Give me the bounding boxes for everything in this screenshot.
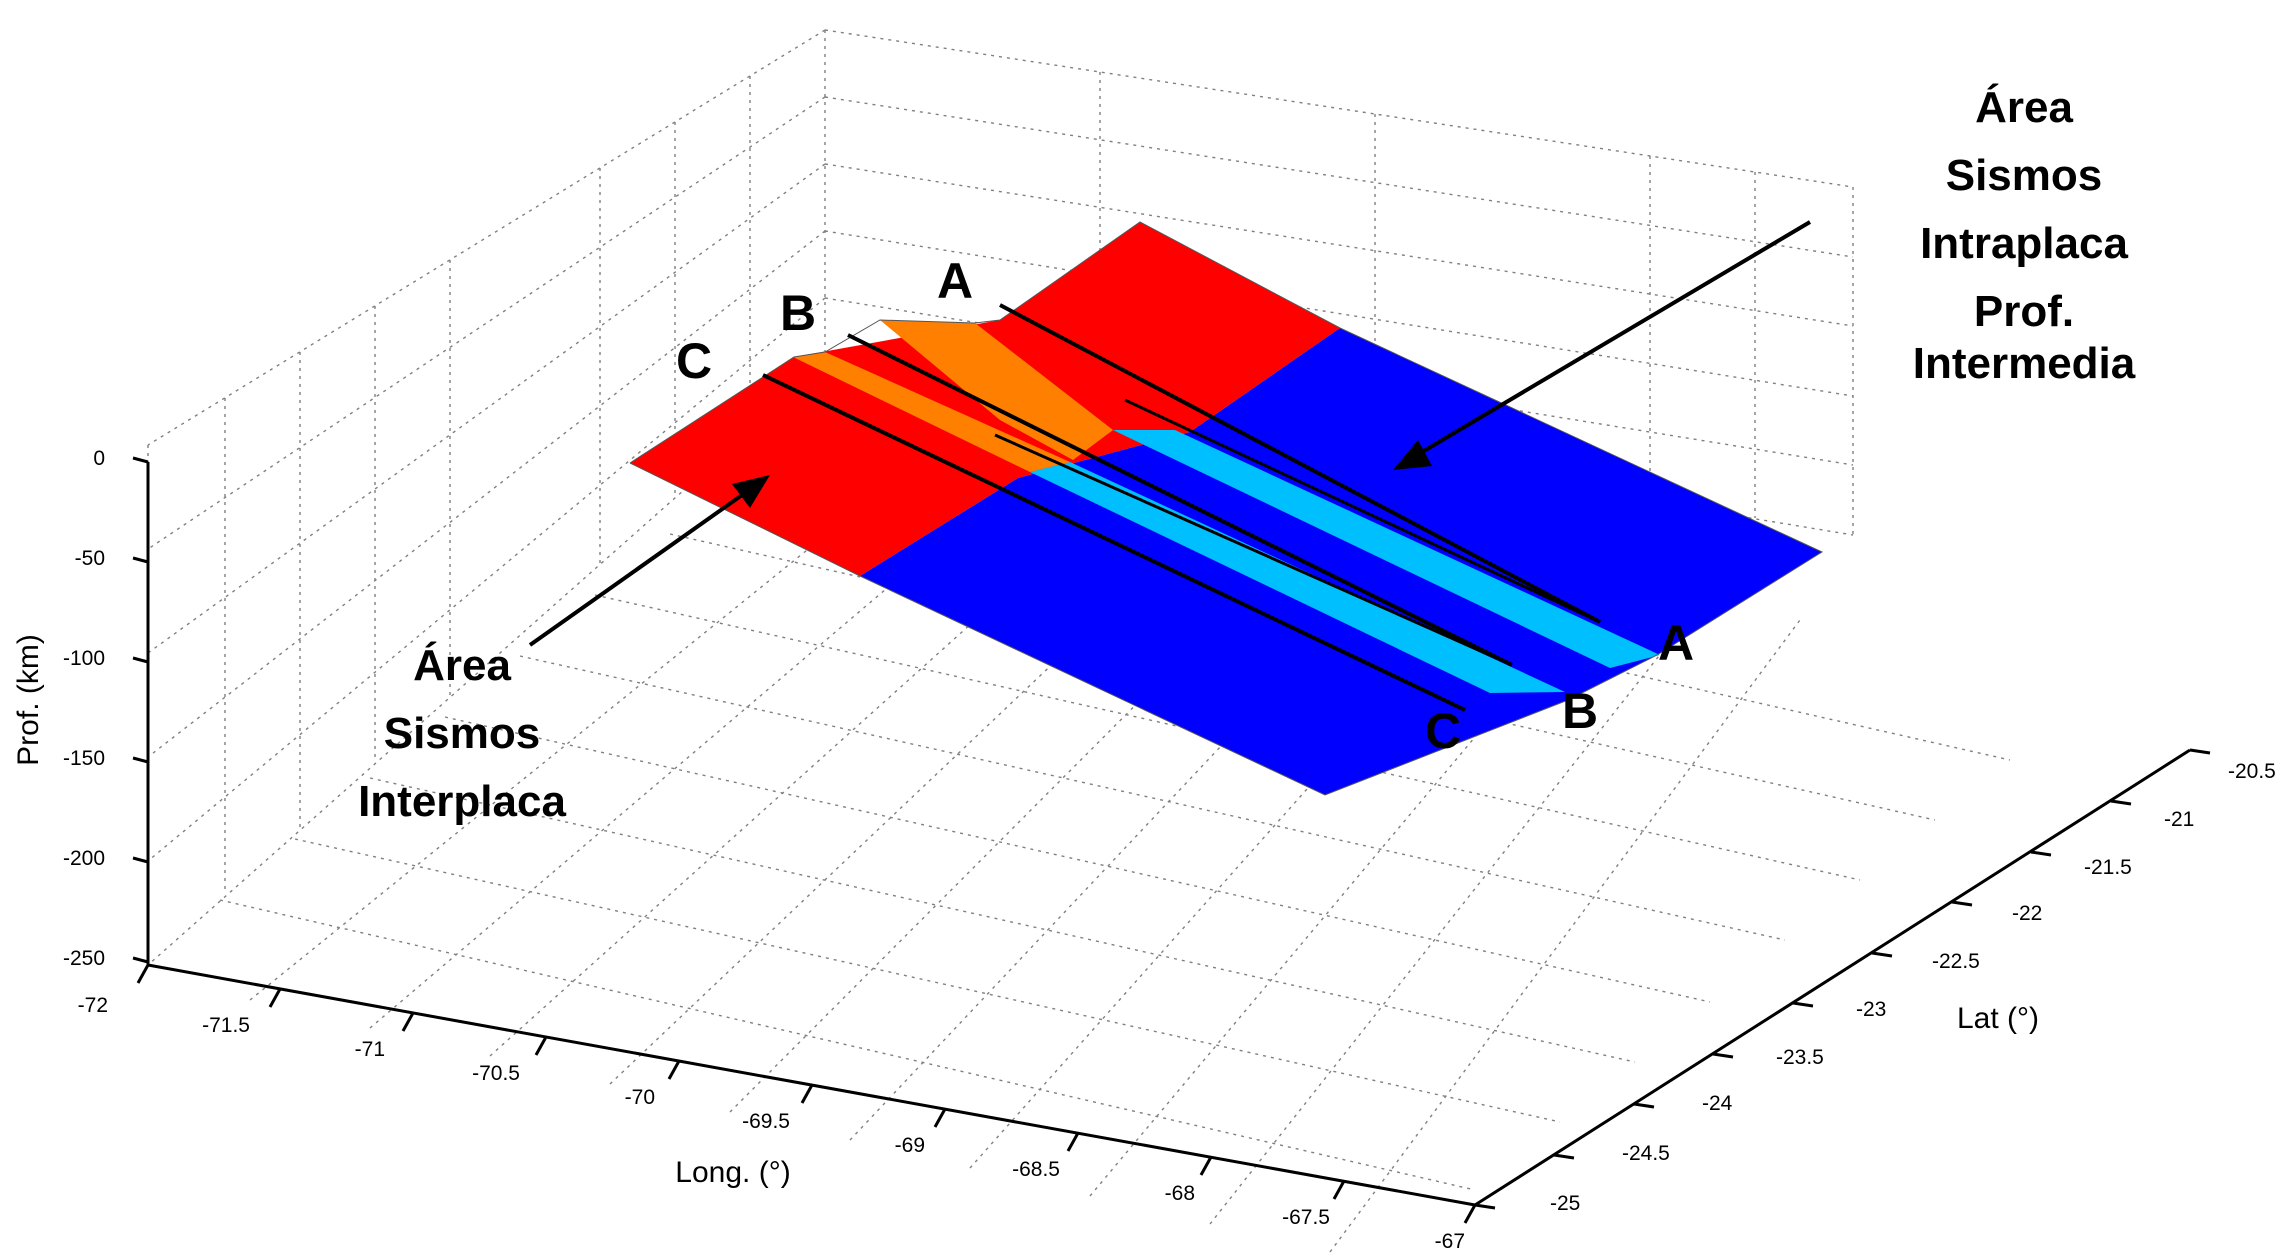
annotation-line: Sismos [384,709,541,758]
intraplaca-arrow-head [1393,440,1432,470]
z-tick-label: -200 [63,847,105,870]
grid [147,29,2011,1253]
annotation-line: Área [1975,82,2073,132]
y-tick-label: -22.5 [1932,950,1980,973]
x-tick-label: -71.5 [202,1014,250,1037]
y-tick-label: -21.5 [2084,856,2132,879]
annotation-line: Sismos [1946,151,2103,200]
section-label-b-end: B [1562,683,1598,739]
y-axis-label: Lat (°) [1957,1002,2039,1035]
transition-intraplaca-band [1030,462,1565,693]
section-labels: A B C A B C [676,253,1694,759]
x-tick-label: -67 [1435,1230,1465,1253]
x-tick-label: -69.5 [742,1110,790,1133]
section-line-inner [1124,398,1601,624]
x-tick-label: -70.5 [472,1062,520,1085]
x-axis-label: Long. (°) [675,1156,790,1189]
transition-interplaca-band [880,320,1113,460]
interplaca-arrow-head [732,475,770,508]
y-tick-label: -20.5 [2228,760,2276,783]
x-tick-label: -72 [78,994,108,1017]
x-tick-label: -69 [895,1134,925,1157]
section-line-inner [994,433,1513,667]
y-tick-label: -23 [1856,998,1886,1021]
z-tick-label: -250 [63,947,105,970]
intraplaca-arrow [1410,220,1812,460]
y-tick-label: -24 [1702,1092,1733,1115]
annotation-interplaca: Área Sismos Interplaca [358,640,566,826]
annotation-line: Intraplaca [1920,219,2128,268]
y-tick-label: -21 [2164,808,2194,831]
x-tick-label: -67.5 [1282,1206,1330,1229]
z-tick-label: 0 [93,447,105,470]
section-line-c [762,373,1466,712]
x-axis: -72 -71.5 -71 -70.5 -70 -69.5 -69 -68.5 … [78,963,1477,1253]
x-tick-label: -68.5 [1012,1158,1060,1181]
transition-intraplaca-band [1113,430,1660,668]
z-tick-label: -100 [63,647,105,670]
y-tick-label: -25 [1550,1192,1580,1215]
annotation-line: Prof. [1974,287,2074,336]
y-tick-label: -22 [2012,902,2042,925]
annotation-line: Interplaca [358,777,566,826]
x-tick-label: -68 [1165,1182,1195,1205]
z-axis: 0 -50 -100 -150 -200 -250 Prof. (km) [12,447,150,970]
annotation-line: Área [413,640,511,690]
transition-interplaca-band [793,352,1070,472]
annotation-intraplaca: Área Sismos Intraplaca Prof. Intermedia [1913,82,2136,388]
section-label-c-end: C [1425,703,1461,759]
section-label-b-start: B [780,285,816,341]
plate-surface [629,221,1824,796]
interplaca-arrow [528,486,754,647]
section-label-c-start: C [676,333,712,389]
y-axis: -25 -24.5 -24 -23.5 -23 -22.5 -22 -21.5 … [1474,748,2276,1215]
y-tick-label: -24.5 [1622,1142,1670,1165]
section-label-a-end: A [1658,615,1694,671]
annotation-line: Intermedia [1913,339,2136,388]
annotation-arrows [528,220,1812,647]
z-axis-label: Prof. (km) [12,634,45,766]
section-line-b [847,333,1513,667]
section-label-a-start: A [937,253,973,309]
y-tick-label: -23.5 [1776,1046,1824,1069]
z-tick-label: -150 [63,747,105,770]
intraplaca-region [860,328,1822,795]
x-tick-label: -70 [625,1086,655,1109]
x-tick-label: -71 [355,1038,385,1061]
section-line-a [999,303,1601,624]
z-tick-label: -50 [75,547,105,570]
section-lines [762,303,1601,712]
